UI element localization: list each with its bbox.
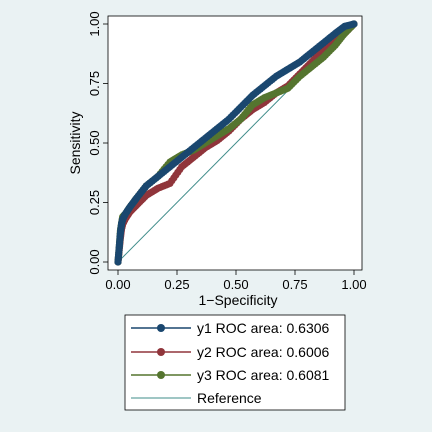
legend-marker xyxy=(157,348,165,356)
legend-item: y1 ROC area: 0.6306 xyxy=(131,320,330,336)
axes-layer: 0.00 0.25 0.50 0.75 1.00 0.00 0.25 0.50 0.75 1.00 xyxy=(87,11,367,292)
legend-item: y3 ROC area: 0.6081 xyxy=(131,367,330,383)
x-axis-label: 1−Specificity xyxy=(199,292,278,308)
y-tick-label: 0.00 xyxy=(87,249,102,274)
series-layer xyxy=(114,20,358,266)
x-tick-label: 1.00 xyxy=(341,277,366,292)
legend-marker xyxy=(157,324,165,332)
y-tick-label: 1.00 xyxy=(87,11,102,36)
y-tick-label: 0.75 xyxy=(87,71,102,96)
x-tick-label: 0.00 xyxy=(105,277,130,292)
legend-label: y2 ROC area: 0.6006 xyxy=(197,344,330,360)
data-point xyxy=(350,20,358,28)
legend-item: y2 ROC area: 0.6006 xyxy=(131,344,330,360)
series-1 xyxy=(114,20,358,266)
x-tick-label: 0.50 xyxy=(223,277,248,292)
legend: y1 ROC area: 0.6306 y2 ROC area: 0.6006 y3… xyxy=(131,320,330,406)
x-tick-label: 0.75 xyxy=(282,277,307,292)
legend-label: y3 ROC area: 0.6081 xyxy=(197,367,330,383)
y-axis-label: Sensitivity xyxy=(67,111,83,174)
legend-label: y1 ROC area: 0.6306 xyxy=(197,320,330,336)
y-tick-label: 0.25 xyxy=(87,190,102,215)
legend-label: Reference xyxy=(197,390,262,406)
legend-item: Reference xyxy=(131,390,262,406)
legend-marker xyxy=(157,371,165,379)
x-tick-label: 0.25 xyxy=(164,277,189,292)
y-tick-label: 0.50 xyxy=(87,130,102,155)
